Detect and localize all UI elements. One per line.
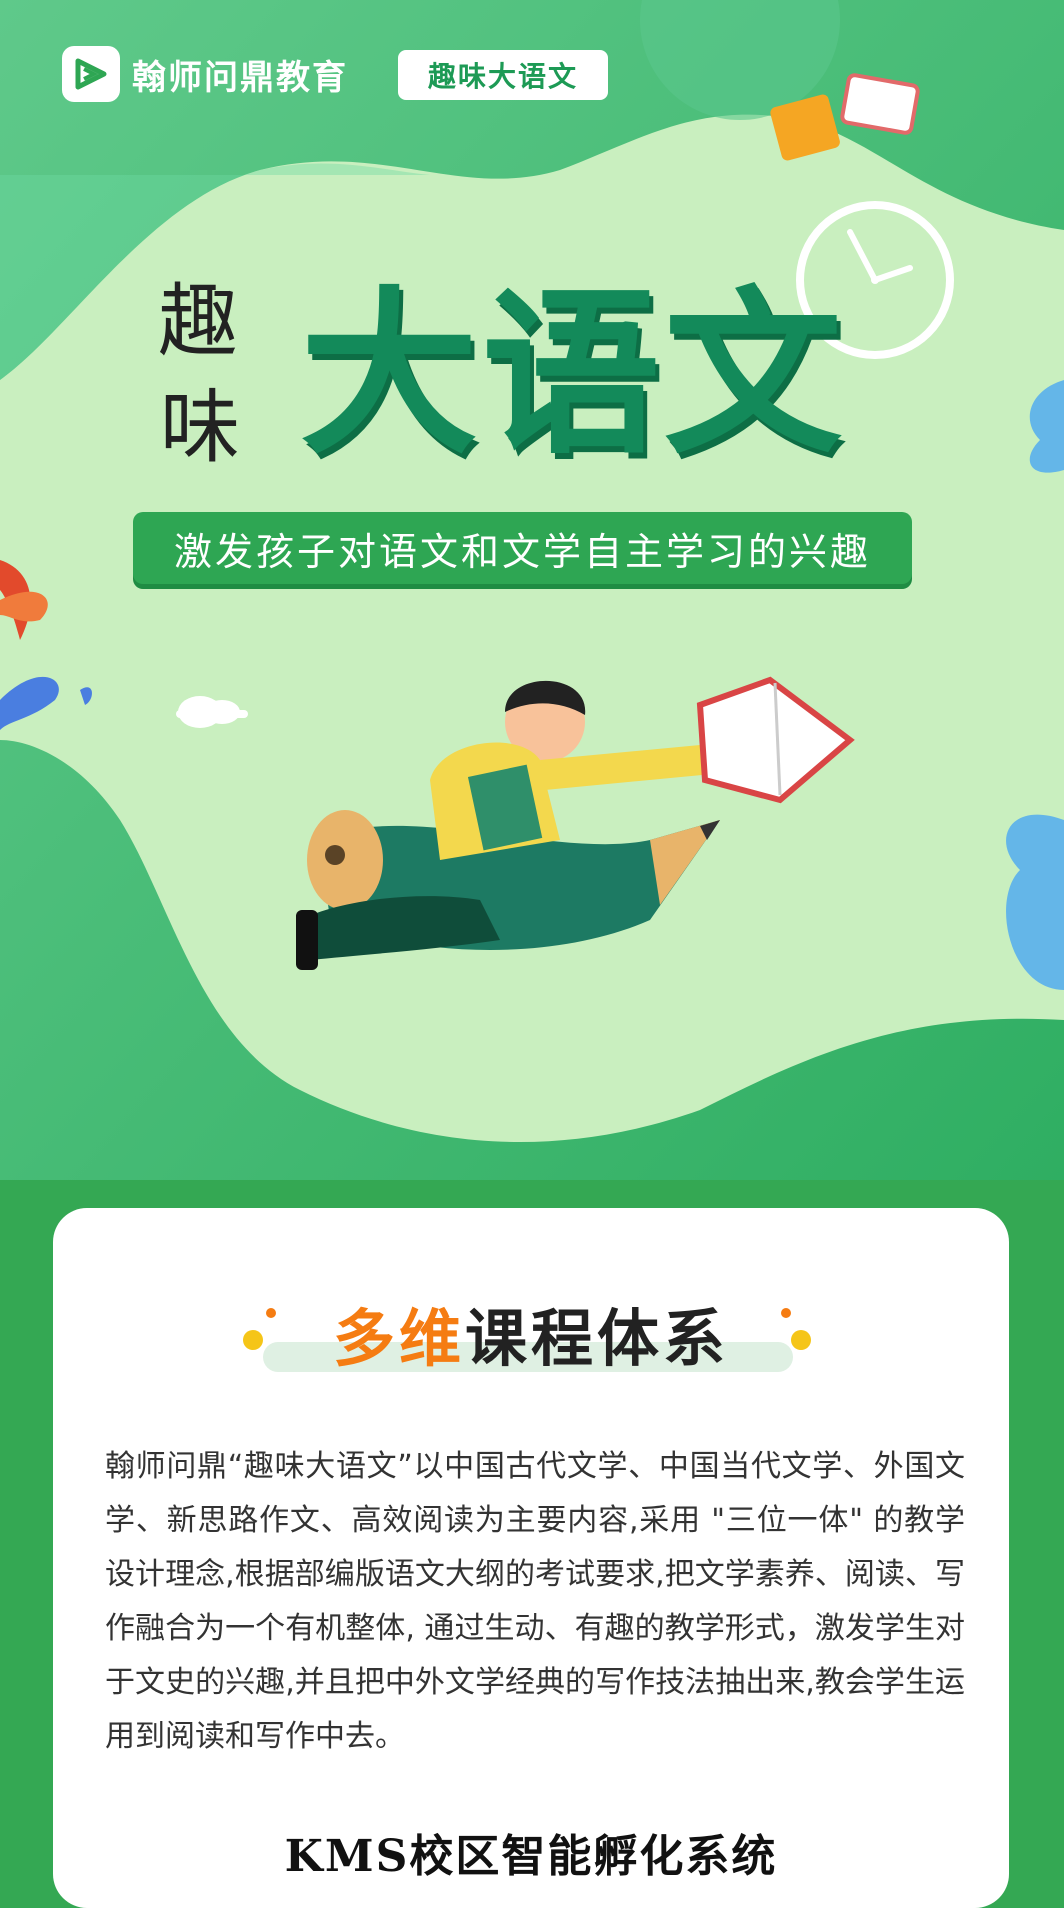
decor-dot (781, 1308, 791, 1318)
section-paragraph: 翰师问鼎“趣味大语文”以中国古代文学、中国当代文学、外国文学、新思路作文、高效阅… (105, 1449, 965, 1754)
title-underline (263, 1342, 793, 1372)
clock-icon (796, 201, 954, 359)
title-small-qu: 趣 (158, 275, 238, 368)
section-title-highlight: 多维 (332, 1302, 465, 1375)
logo-icon (62, 46, 120, 102)
page-title: 大语文 (300, 271, 846, 478)
cloud-icon (176, 696, 248, 728)
section-title: 多维课程体系 (53, 1288, 1009, 1378)
decor-dot (243, 1330, 263, 1350)
leaf-icon (0, 560, 92, 730)
decor-dot (266, 1308, 276, 1318)
course-tag[interactable]: 趣味大语文 (398, 50, 608, 100)
book-icon (770, 73, 920, 161)
next-section-heading: KMS校区智能孵化系统 (284, 1831, 778, 1882)
boy-on-pencil-illustration (296, 676, 855, 970)
brand-logo[interactable]: 翰师问鼎教育 (62, 46, 348, 102)
brand-name: 翰师问鼎教育 (132, 57, 348, 98)
slogan-banner: 激发孩子对语文和文学自主学习的兴趣 (133, 512, 912, 584)
hero-background (0, 0, 1064, 1180)
course-system-card: 多维课程体系 翰师问鼎“趣味大语文”以中国古代文学、中国当代文学、外国文学、新思… (53, 1208, 1009, 1908)
section-title-rest: 课程体系 (465, 1302, 730, 1375)
decor-dot (791, 1330, 811, 1350)
title-small-wei: 味 (160, 381, 240, 474)
